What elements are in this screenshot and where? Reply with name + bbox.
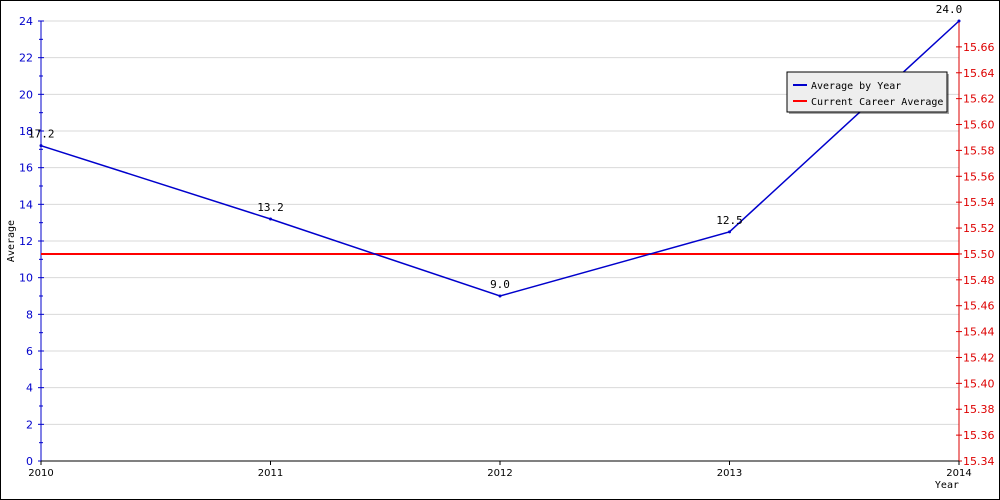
axes: 02468101214161820222415.3415.3615.3815.4… <box>19 15 995 479</box>
data-label: 17.2 <box>28 128 55 141</box>
x-tick-label: 2010 <box>28 468 53 479</box>
data-point <box>728 230 731 234</box>
data-label: 12.5 <box>716 214 743 227</box>
y-axis-title: Average <box>6 220 17 262</box>
y-right-tick-label: 15.40 <box>963 377 995 390</box>
data-point <box>498 294 502 298</box>
legend-label-average: Average by Year <box>811 81 901 92</box>
y-right-tick-label: 15.42 <box>963 351 995 364</box>
y-right-tick-label: 15.48 <box>963 274 995 287</box>
data-point <box>269 217 272 221</box>
y-right-tick-label: 15.34 <box>963 455 995 468</box>
y-right-tick-label: 15.56 <box>963 170 995 183</box>
y-right-tick-label: 15.54 <box>963 196 995 209</box>
x-tick-label: 2011 <box>258 468 283 479</box>
y-right-tick-label: 15.38 <box>963 403 995 416</box>
x-tick-label: 2013 <box>717 468 742 479</box>
x-tick-label: 2014 <box>946 468 971 479</box>
y-right-tick-label: 15.36 <box>963 429 995 442</box>
y-left-tick-label: 8 <box>26 308 33 321</box>
y-left-tick-label: 22 <box>19 52 33 65</box>
series-lines <box>39 19 961 298</box>
y-right-tick-label: 15.46 <box>963 300 995 313</box>
y-left-tick-label: 10 <box>19 272 33 285</box>
data-label: 13.2 <box>257 201 284 214</box>
x-tick-label: 2012 <box>487 468 512 479</box>
data-point <box>957 19 961 23</box>
y-left-tick-label: 4 <box>26 382 33 395</box>
x-axis-title: Year <box>935 480 959 491</box>
y-right-tick-label: 15.60 <box>963 119 995 132</box>
y-left-tick-label: 20 <box>19 88 33 101</box>
y-right-tick-label: 15.44 <box>963 326 995 339</box>
y-right-tick-label: 15.66 <box>963 41 995 54</box>
legend: Average by Year Current Career Average <box>786 71 949 114</box>
y-right-tick-label: 15.62 <box>963 93 995 106</box>
legend-box <box>786 71 948 113</box>
y-right-tick-label: 15.52 <box>963 222 995 235</box>
y-right-tick-label: 15.50 <box>963 248 995 261</box>
y-left-tick-label: 2 <box>26 418 33 431</box>
y-left-tick-label: 16 <box>19 162 33 175</box>
grid-lines <box>41 20 959 462</box>
y-right-tick-label: 15.64 <box>963 67 995 80</box>
y-left-tick-label: 0 <box>26 455 33 468</box>
data-labels: 17.2 13.2 9.0 12.5 24.0 <box>28 3 962 291</box>
data-label: 24.0 <box>936 3 963 16</box>
y-left-tick-label: 18 <box>19 125 33 138</box>
data-point <box>39 144 43 148</box>
y-left-tick-label: 24 <box>19 15 33 28</box>
data-label: 9.0 <box>490 278 510 291</box>
y-left-tick-label: 6 <box>26 345 33 358</box>
y-left-tick-label: 14 <box>19 198 33 211</box>
legend-label-career: Current Career Average <box>811 97 943 108</box>
y-left-tick-label: 12 <box>19 235 33 248</box>
y-right-tick-label: 15.58 <box>963 144 995 157</box>
